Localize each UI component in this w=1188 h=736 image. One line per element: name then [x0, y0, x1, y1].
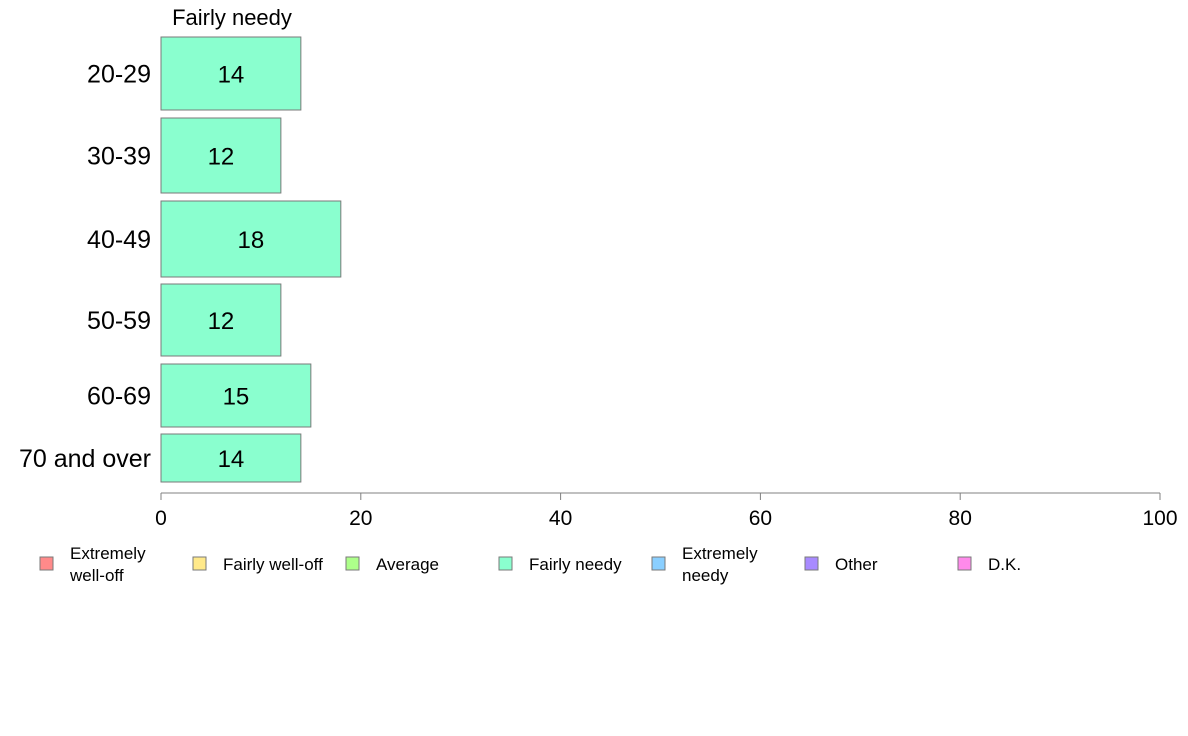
data-label: 15: [223, 384, 250, 411]
legend-swatch: [192, 556, 207, 571]
data-label: 18: [238, 227, 265, 254]
legend-label: Average: [376, 555, 439, 574]
legend-item: Extremely well-off: [39, 544, 146, 585]
x-tick-label: 100: [1142, 507, 1177, 530]
legend-label: D.K.: [988, 555, 1021, 574]
legend-item: Extremely needy: [651, 544, 758, 585]
category-label: 40-49: [87, 226, 151, 254]
legend-label: Fairly well-off: [223, 555, 323, 574]
x-axis: 0 20 40 60 80 100: [155, 492, 1178, 530]
legend-swatch: [345, 556, 360, 571]
data-label: 12: [208, 308, 235, 335]
legend-label: Fairly needy: [529, 555, 622, 574]
legend-swatch: [804, 556, 819, 571]
x-tick-label: 80: [949, 507, 972, 530]
x-tick-label: 60: [749, 507, 772, 530]
legend-swatch: [957, 556, 972, 571]
bar: [160, 363, 312, 428]
category-label: 30-39: [87, 143, 151, 171]
x-tick-label: 40: [549, 507, 572, 530]
bar: [160, 200, 342, 278]
legend-item: D.K.: [957, 555, 1021, 574]
data-label: 12: [208, 144, 235, 171]
category-label: 20-29: [87, 61, 151, 89]
x-tick-label: 0: [155, 507, 167, 530]
legend-label: Other: [835, 555, 878, 574]
bar: [160, 283, 282, 357]
legend-label: Extremely needy: [682, 544, 758, 585]
category-label: 50-59: [87, 307, 151, 335]
legend-item: Other: [804, 555, 878, 574]
data-label: 14: [218, 62, 245, 89]
bar-group: 14 12 18 12 15 14: [160, 36, 342, 483]
x-tick-label: 20: [349, 507, 372, 530]
legend: Extremely well-off Fairly well-off Average F…: [39, 544, 1021, 585]
category-label: 70 and over: [19, 445, 151, 473]
legend-item: Average: [345, 555, 439, 574]
legend-item: Fairly needy: [498, 555, 622, 574]
chart-title: Fairly needy: [172, 5, 292, 30]
legend-item: Fairly well-off: [192, 555, 323, 574]
category-labels: 20-29 30-39 40-49 50-59 60-69 70 and over: [19, 61, 151, 474]
bar: [160, 117, 282, 194]
legend-swatch: [39, 556, 54, 571]
legend-swatch: [498, 556, 513, 571]
bar: [160, 36, 302, 111]
category-label: 60-69: [87, 383, 151, 411]
bar: [160, 433, 302, 483]
legend-swatch: [651, 556, 666, 571]
legend-label: Extremely well-off: [69, 544, 146, 585]
data-label: 14: [218, 446, 245, 473]
